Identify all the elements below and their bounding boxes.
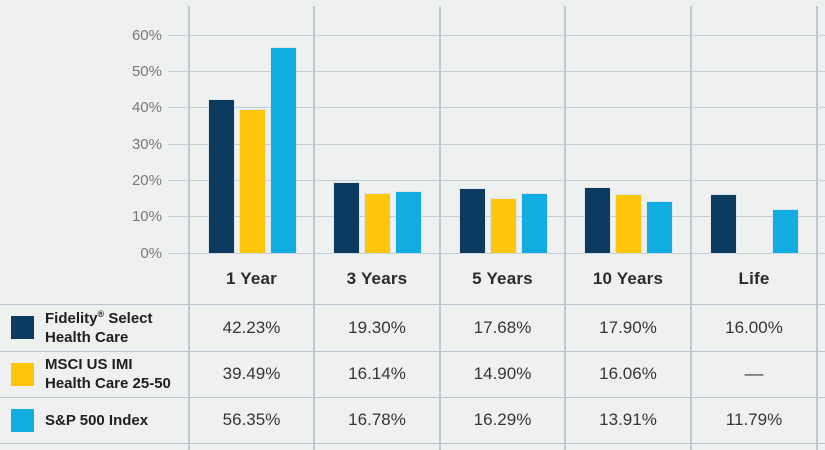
y-axis-tick-label: 50% <box>131 62 162 80</box>
h-gridline <box>168 107 825 109</box>
table-value-cell: 39.49% <box>222 364 281 383</box>
column-header: 5 Years <box>472 268 533 288</box>
table-value-cell: 17.90% <box>599 317 657 337</box>
table-value-cell: 16.06% <box>599 364 657 383</box>
bar <box>585 187 610 253</box>
h-gridline <box>168 143 825 145</box>
bar <box>271 48 296 253</box>
table-value-cell: 16.78% <box>348 410 406 429</box>
table-value-cell: 16.14% <box>348 364 406 383</box>
table-value-cell: 42.23% <box>222 317 281 337</box>
legend-label-line: MSCI US IMI <box>45 356 133 373</box>
table-value-cell: 11.79% <box>725 410 783 429</box>
table-value-cell: 17.68% <box>473 317 532 337</box>
column-header: Life <box>738 268 770 288</box>
h-gridline <box>168 70 825 72</box>
table-value-cell: 13.91% <box>599 410 657 429</box>
legend-cell: MSCI US IMI Health Care 25-50 <box>0 351 189 397</box>
legend-label: S&P 500 Index <box>45 411 185 430</box>
bar <box>334 182 359 253</box>
legend-cell: S&P 500 Index <box>0 397 189 443</box>
registered-trademark-symbol: ® <box>97 308 105 319</box>
bar <box>773 210 798 253</box>
bar <box>365 194 390 253</box>
legend-label-line: Health Care 25-50 <box>45 375 171 392</box>
bar <box>522 193 547 253</box>
v-gridline <box>690 6 692 450</box>
y-axis-tick-label: 10% <box>131 208 162 226</box>
bar <box>240 109 265 253</box>
column-header: 10 Years <box>592 268 664 288</box>
y-axis-tick-label: 40% <box>131 99 162 117</box>
row-divider <box>0 442 825 444</box>
table-value-cell: 16.29% <box>473 410 532 429</box>
legend-cell: Fidelity® Select Health Care <box>0 304 189 351</box>
y-axis-tick-label: 0% <box>140 244 162 262</box>
table-value-cell: 56.35% <box>222 410 281 429</box>
legend-swatch <box>11 362 34 386</box>
h-gridline <box>168 252 825 254</box>
row-divider <box>0 396 825 398</box>
bar <box>209 99 234 253</box>
column-header: 1 Year <box>226 268 277 288</box>
v-gridline <box>439 6 441 450</box>
table-value-cell: –– <box>744 364 764 383</box>
column-header: 3 Years <box>346 268 408 288</box>
v-gridline <box>313 6 315 450</box>
bar <box>396 192 421 253</box>
v-gridline <box>188 6 190 450</box>
row-divider <box>0 303 825 305</box>
y-axis-tick-label: 20% <box>131 171 162 189</box>
bar <box>647 202 672 253</box>
legend-swatch <box>11 408 34 432</box>
legend-swatch <box>11 316 34 339</box>
row-divider <box>0 350 825 352</box>
v-gridline <box>816 6 818 450</box>
h-gridline <box>168 179 825 181</box>
h-gridline <box>168 34 825 36</box>
bar <box>491 198 516 253</box>
legend-label-line: S&P 500 Index <box>45 411 149 429</box>
bar <box>711 194 736 253</box>
y-axis-tick-label: 30% <box>131 135 162 153</box>
table-value-cell: 14.90% <box>473 364 532 383</box>
bar <box>460 188 485 253</box>
y-axis-tick-label: 60% <box>131 26 162 44</box>
table-value-cell: 19.30% <box>348 317 406 337</box>
bar <box>616 194 641 253</box>
table-value-cell: 16.00% <box>725 317 783 337</box>
legend-label: Fidelity® Select Health Care <box>45 309 185 347</box>
legend-label-line: Fidelity® Select <box>45 308 153 327</box>
v-gridline <box>564 6 566 450</box>
legend-label: MSCI US IMI Health Care 25-50 <box>45 355 185 393</box>
legend-label-line: Health Care <box>45 328 129 346</box>
